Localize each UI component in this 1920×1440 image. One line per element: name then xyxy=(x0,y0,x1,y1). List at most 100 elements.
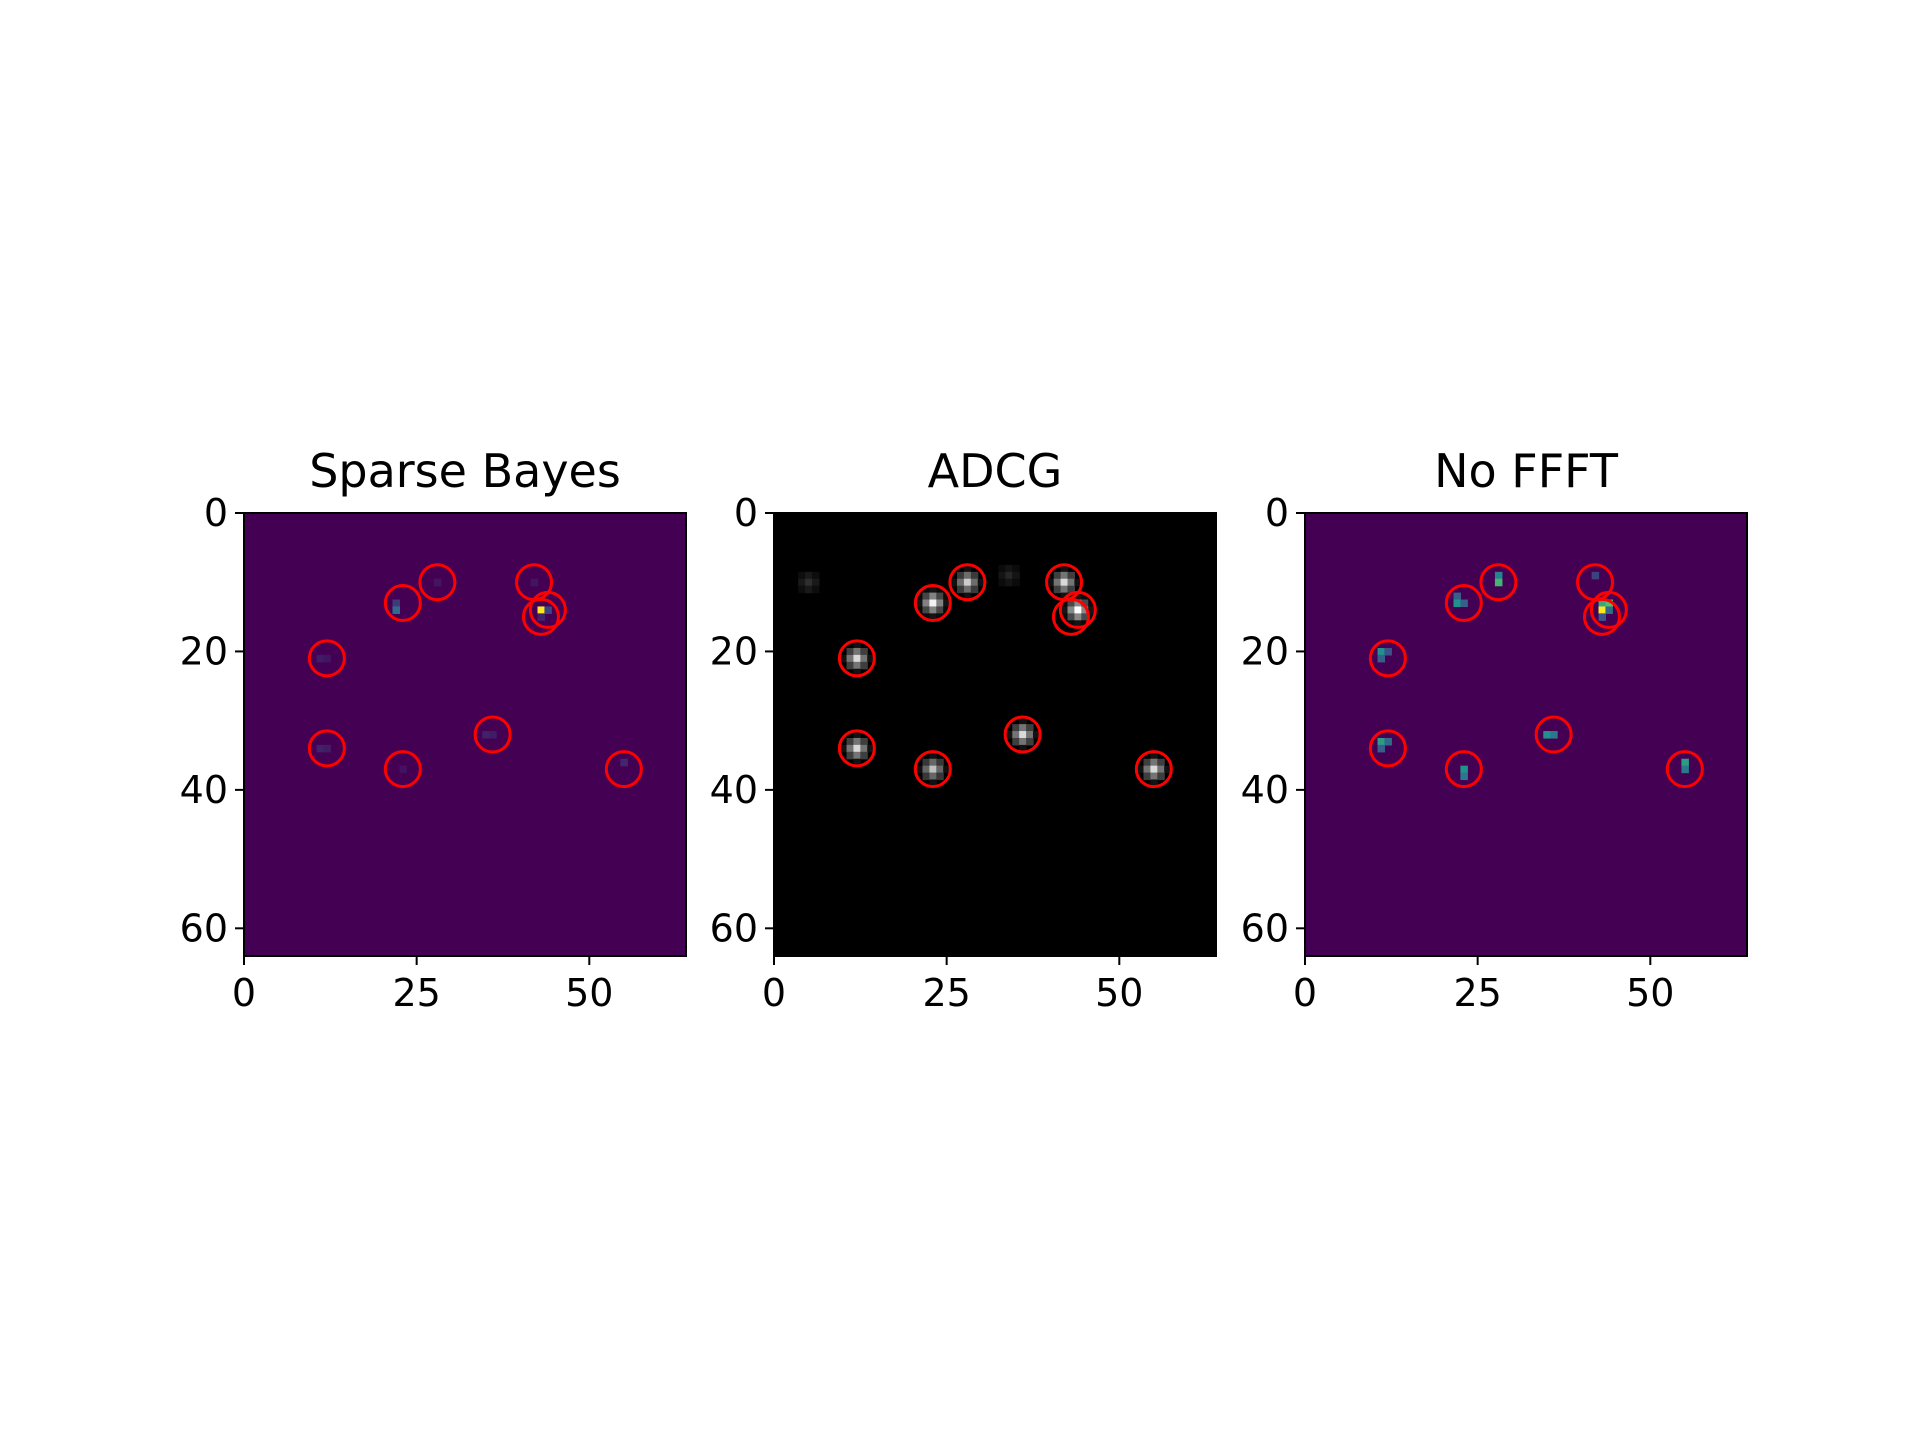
heatmap-cell xyxy=(1605,606,1613,614)
heatmap-cell xyxy=(1081,606,1089,614)
heatmap-cell xyxy=(867,744,875,753)
heatmap-cell xyxy=(316,744,325,753)
heatmap-cell xyxy=(1012,571,1020,580)
heatmap-cell xyxy=(1081,613,1089,621)
heatmap-cell xyxy=(1384,737,1392,746)
y-tick-label: 40 xyxy=(1241,768,1289,812)
x-tick-label: 25 xyxy=(392,971,440,1015)
heatmap-cell xyxy=(922,585,930,594)
heatmap-cell xyxy=(922,613,930,621)
heatmap-cell xyxy=(1081,620,1089,628)
heatmap-cell xyxy=(1026,724,1034,732)
heatmap-cell xyxy=(1012,731,1020,739)
heatmap-cell xyxy=(846,661,855,670)
heatmap-cell xyxy=(1074,599,1082,608)
heatmap-cell xyxy=(1460,765,1468,774)
x-tick-label: 0 xyxy=(1293,971,1317,1015)
heatmap-cell xyxy=(544,606,552,614)
heatmap-cell xyxy=(1060,606,1069,614)
x-tick-label: 50 xyxy=(1626,971,1674,1015)
heatmap-cell xyxy=(1591,571,1600,580)
heatmap-cell xyxy=(943,592,951,601)
heatmap-cell xyxy=(1550,731,1558,739)
heatmap-cell xyxy=(323,654,331,663)
heatmap-cell xyxy=(1460,599,1468,608)
panel-2: 0 25 50 0 20 40 60 No FFFT xyxy=(1241,444,1748,1015)
heatmap-cell xyxy=(1005,578,1013,587)
heatmap-cell xyxy=(805,571,813,580)
detection-circle xyxy=(383,750,422,789)
heatmap-cell xyxy=(943,599,951,608)
heatmap-cell xyxy=(853,661,861,670)
heatmap-cell xyxy=(1157,758,1165,767)
y-tick-label: 60 xyxy=(180,906,228,950)
heatmap-cell xyxy=(963,592,972,601)
heatmap-cell xyxy=(316,654,325,663)
heatmap-cell xyxy=(929,779,937,788)
heatmap-cell xyxy=(1067,620,1076,628)
detection-circle xyxy=(913,750,952,789)
heatmap-cell xyxy=(922,592,930,601)
image-pixels xyxy=(1377,571,1689,781)
heatmap-cell xyxy=(1598,613,1607,621)
heatmap-cell xyxy=(846,751,855,760)
y-tick-label: 20 xyxy=(710,629,758,673)
heatmap-cell xyxy=(1681,765,1689,774)
heatmap-cell xyxy=(957,578,965,587)
heatmap-cell xyxy=(839,654,848,663)
heatmap-cell xyxy=(1060,613,1069,621)
heatmap-cell xyxy=(922,599,930,608)
heatmap-cell xyxy=(915,765,924,774)
heatmap-cell xyxy=(620,758,628,767)
heatmap-cell xyxy=(929,585,937,594)
heatmap-cell xyxy=(323,744,331,753)
heatmap-cell xyxy=(867,654,875,663)
detection-circle xyxy=(837,729,876,768)
image-background xyxy=(1305,513,1747,956)
heatmap-cell xyxy=(839,744,848,753)
heatmap-cell xyxy=(1067,613,1076,621)
y-tick-label: 0 xyxy=(734,491,758,535)
detection-circle xyxy=(837,639,876,678)
heatmap-cell xyxy=(929,599,937,608)
heatmap-cell xyxy=(963,571,972,580)
heatmap-cell xyxy=(1074,606,1082,614)
heatmap-cell xyxy=(922,606,930,614)
heatmap-cell xyxy=(950,578,958,587)
heatmap-cell xyxy=(922,765,930,774)
heatmap-cell xyxy=(936,599,944,608)
chart-title: No FFFT xyxy=(1434,444,1619,498)
x-tick-label: 25 xyxy=(922,971,970,1015)
heatmap-cell xyxy=(1019,744,1027,753)
heatmap-cell xyxy=(970,571,979,580)
heatmap-cell xyxy=(1053,578,1062,587)
heatmap-cell xyxy=(1026,737,1034,746)
y-tick-label: 60 xyxy=(1241,906,1289,950)
heatmap-cell xyxy=(1053,585,1062,594)
heatmap-cell xyxy=(1377,744,1386,753)
detection-circle xyxy=(1479,563,1518,602)
heatmap-cell xyxy=(1074,592,1082,601)
axes-frame xyxy=(243,512,687,957)
heatmap-cell xyxy=(1150,772,1158,781)
heatmap-cell xyxy=(1377,737,1386,746)
chart-title: Sparse Bayes xyxy=(309,444,621,498)
heatmap-cell xyxy=(963,564,972,573)
detection-circle xyxy=(1368,639,1407,678)
heatmap-cell xyxy=(936,765,944,774)
y-tick-label: 40 xyxy=(710,768,758,812)
heatmap-cell xyxy=(1067,592,1076,601)
heatmap-cell xyxy=(1067,606,1076,614)
heatmap-cell xyxy=(846,647,855,656)
heatmap-cell xyxy=(929,758,937,767)
heatmap-cell xyxy=(853,641,861,649)
heatmap-cell xyxy=(1081,599,1089,608)
heatmap-cell xyxy=(1060,564,1069,573)
heatmap-cell xyxy=(1453,592,1461,601)
heatmap-cell xyxy=(1019,724,1027,732)
heatmap-cell xyxy=(1067,578,1076,587)
heatmap-cell xyxy=(433,578,442,587)
detection-circle xyxy=(1444,750,1483,789)
y-tick-label: 40 xyxy=(180,768,228,812)
